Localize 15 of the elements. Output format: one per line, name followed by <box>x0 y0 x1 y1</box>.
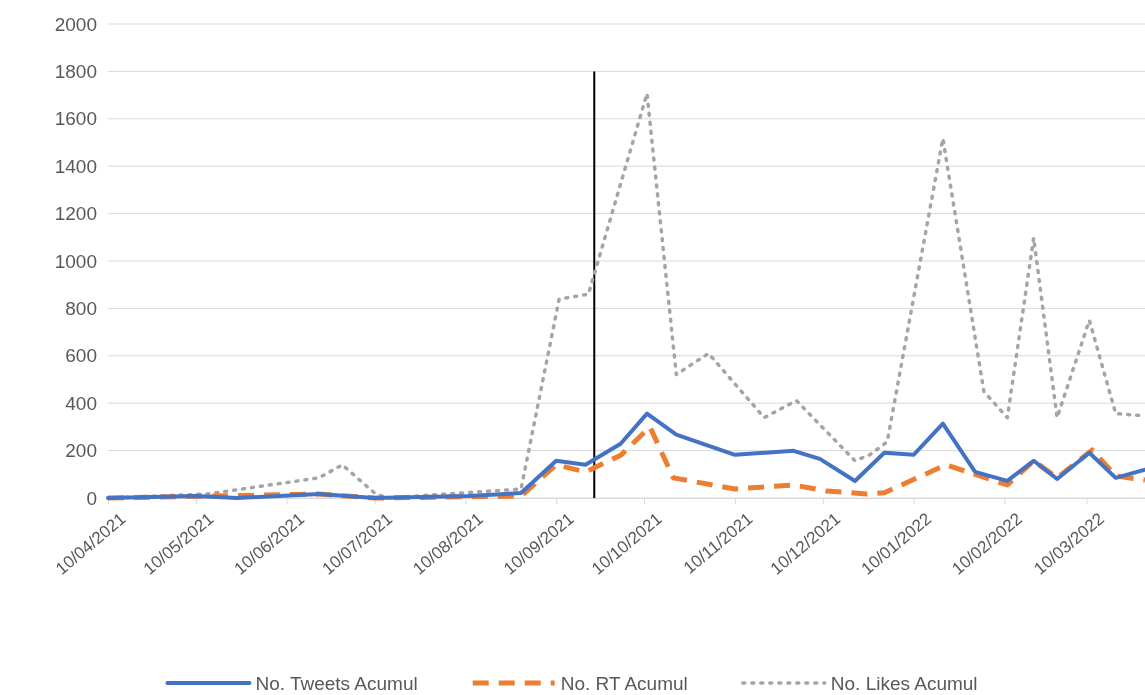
y-tick-label: 1400 <box>54 155 97 177</box>
y-tick-label: 1200 <box>54 203 97 225</box>
y-tick-label: 1000 <box>54 250 97 272</box>
line-series <box>106 411 1145 500</box>
legend-label: No. Tweets Acumul <box>255 673 418 694</box>
y-tick-label: 1600 <box>54 108 97 130</box>
legend-label: No. Likes Acumul <box>830 673 978 694</box>
legend-label: No. RT Acumul <box>560 673 688 694</box>
y-tick-label: 400 <box>65 392 97 414</box>
y-tick-label: 200 <box>65 440 97 462</box>
y-tick-label: 2000 <box>54 13 97 35</box>
y-tick-label: 600 <box>65 345 97 367</box>
y-tick-label: 1800 <box>54 60 97 82</box>
y-tick-label: 800 <box>65 297 97 319</box>
y-tick-label: 0 <box>86 487 97 509</box>
